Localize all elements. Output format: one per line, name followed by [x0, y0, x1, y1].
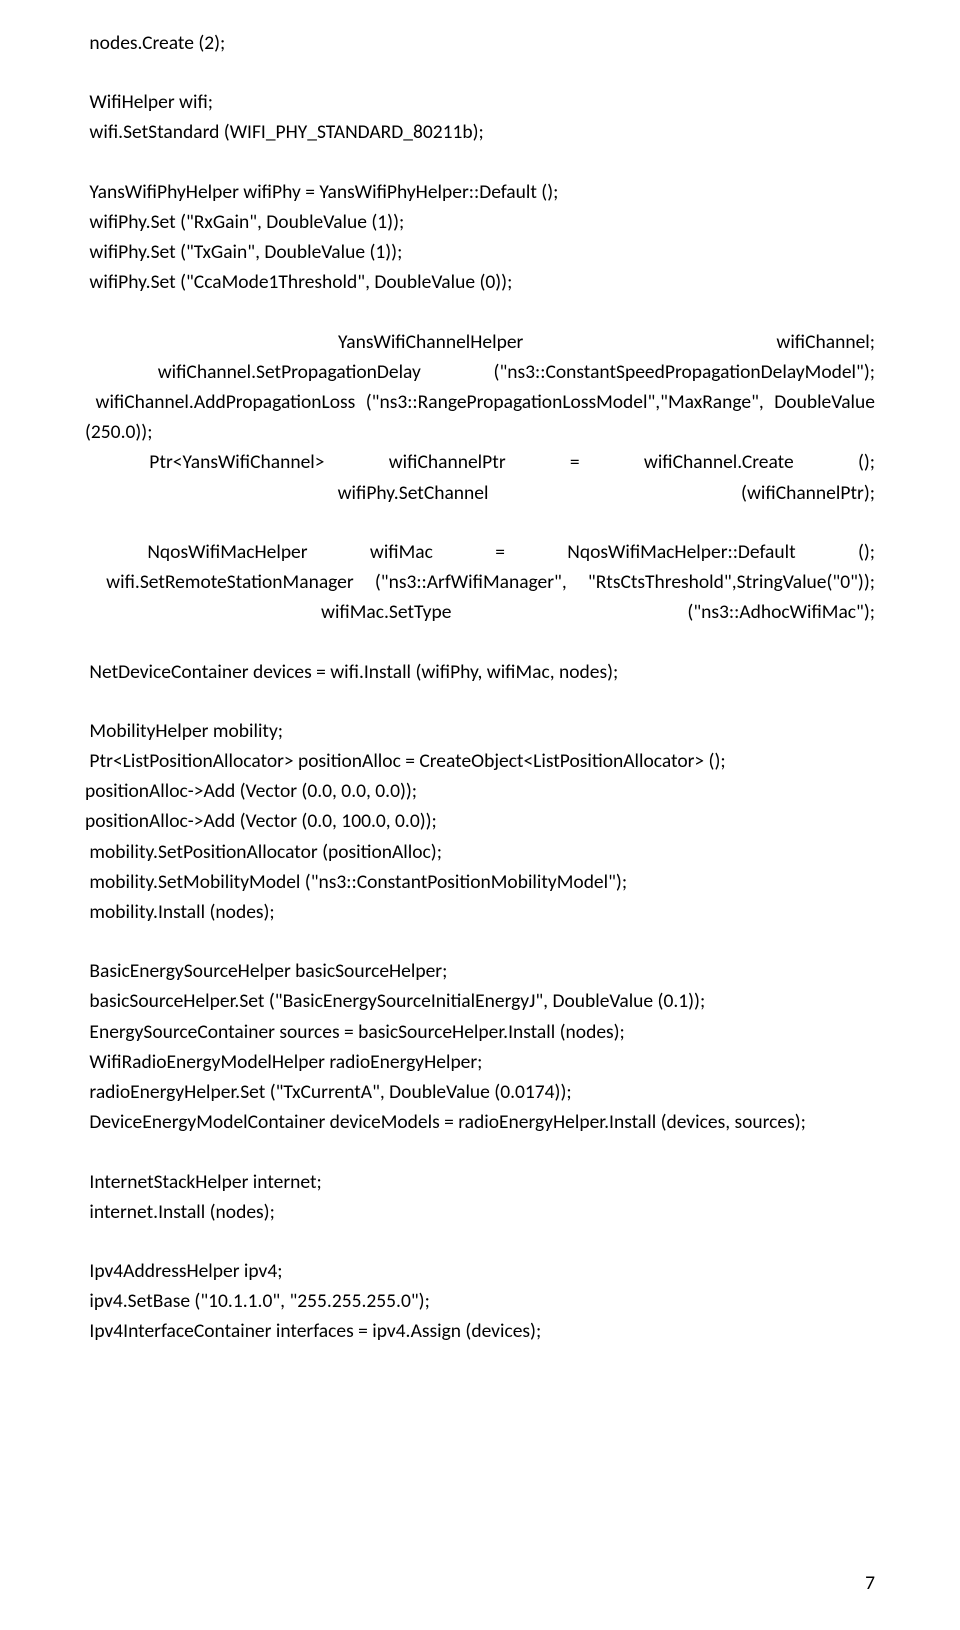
page-number: 7 — [865, 1568, 875, 1598]
code-line: MobilityHelper mobility; — [85, 716, 875, 746]
code-line: basicSourceHelper.Set ("BasicEnergySourc… — [85, 986, 875, 1016]
code-paragraph: YansWifiChannelHelper wifiChannel; wifiC… — [85, 327, 875, 508]
code-line: wifiPhy.Set ("RxGain", DoubleValue (1)); — [85, 207, 875, 237]
code-line: ipv4.SetBase ("10.1.1.0", "255.255.255.0… — [85, 1286, 875, 1316]
document-page: nodes.Create (2); WifiHelper wifi; wifi.… — [0, 0, 960, 1630]
code-line: Ptr<ListPositionAllocator> positionAlloc… — [85, 746, 875, 776]
code-paragraph: WifiHelper wifi; wifi.SetStandard (WIFI_… — [85, 87, 875, 147]
code-line: internet.Install (nodes); — [85, 1197, 875, 1227]
code-line: wifiPhy.Set ("CcaMode1Threshold", Double… — [85, 267, 875, 297]
code-line: wifi.SetRemoteStationManager ("ns3::ArfW… — [85, 567, 875, 597]
code-line: wifiPhy.SetChannel (wifiChannelPtr); — [85, 478, 875, 508]
code-line: DeviceEnergyModelContainer deviceModels … — [85, 1107, 875, 1137]
code-line: EnergySourceContainer sources = basicSou… — [85, 1017, 875, 1047]
code-paragraph: MobilityHelper mobility; Ptr<ListPositio… — [85, 716, 875, 928]
code-line: nodes.Create (2); — [85, 28, 875, 58]
code-line: Ipv4InterfaceContainer interfaces = ipv4… — [85, 1316, 875, 1346]
code-line: WifiRadioEnergyModelHelper radioEnergyHe… — [85, 1047, 875, 1077]
code-line: mobility.Install (nodes); — [85, 897, 875, 927]
code-line: radioEnergyHelper.Set ("TxCurrentA", Dou… — [85, 1077, 875, 1107]
code-line: Ptr<YansWifiChannel> wifiChannelPtr = wi… — [85, 447, 875, 477]
code-line: wifiMac.SetType ("ns3::AdhocWifiMac"); — [85, 597, 875, 627]
code-line: mobility.SetMobilityModel ("ns3::Constan… — [85, 867, 875, 897]
code-line: YansWifiChannelHelper wifiChannel; — [85, 327, 875, 357]
code-content: nodes.Create (2); WifiHelper wifi; wifi.… — [85, 28, 875, 1347]
code-line: wifiPhy.Set ("TxGain", DoubleValue (1)); — [85, 237, 875, 267]
code-paragraph: InternetStackHelper internet; internet.I… — [85, 1167, 875, 1227]
code-line: NetDeviceContainer devices = wifi.Instal… — [85, 657, 875, 687]
code-line: NqosWifiMacHelper wifiMac = NqosWifiMacH… — [85, 537, 875, 567]
code-line: wifi.SetStandard (WIFI_PHY_STANDARD_8021… — [85, 117, 875, 147]
code-line: positionAlloc->Add (Vector (0.0, 100.0, … — [85, 806, 875, 836]
code-line: BasicEnergySourceHelper basicSourceHelpe… — [85, 956, 875, 986]
code-paragraph: nodes.Create (2); — [85, 28, 875, 58]
code-line: wifiChannel.AddPropagationLoss ("ns3::Ra… — [85, 387, 875, 447]
code-line: wifiChannel.SetPropagationDelay ("ns3::C… — [85, 357, 875, 387]
code-line: positionAlloc->Add (Vector (0.0, 0.0, 0.… — [85, 776, 875, 806]
code-paragraph: NqosWifiMacHelper wifiMac = NqosWifiMacH… — [85, 537, 875, 628]
code-line: WifiHelper wifi; — [85, 87, 875, 117]
code-line: Ipv4AddressHelper ipv4; — [85, 1256, 875, 1286]
code-paragraph: Ipv4AddressHelper ipv4; ipv4.SetBase ("1… — [85, 1256, 875, 1347]
code-line: mobility.SetPositionAllocator (positionA… — [85, 837, 875, 867]
code-line: InternetStackHelper internet; — [85, 1167, 875, 1197]
code-paragraph: BasicEnergySourceHelper basicSourceHelpe… — [85, 956, 875, 1137]
code-line: YansWifiPhyHelper wifiPhy = YansWifiPhyH… — [85, 177, 875, 207]
code-paragraph: YansWifiPhyHelper wifiPhy = YansWifiPhyH… — [85, 177, 875, 298]
code-paragraph: NetDeviceContainer devices = wifi.Instal… — [85, 657, 875, 687]
